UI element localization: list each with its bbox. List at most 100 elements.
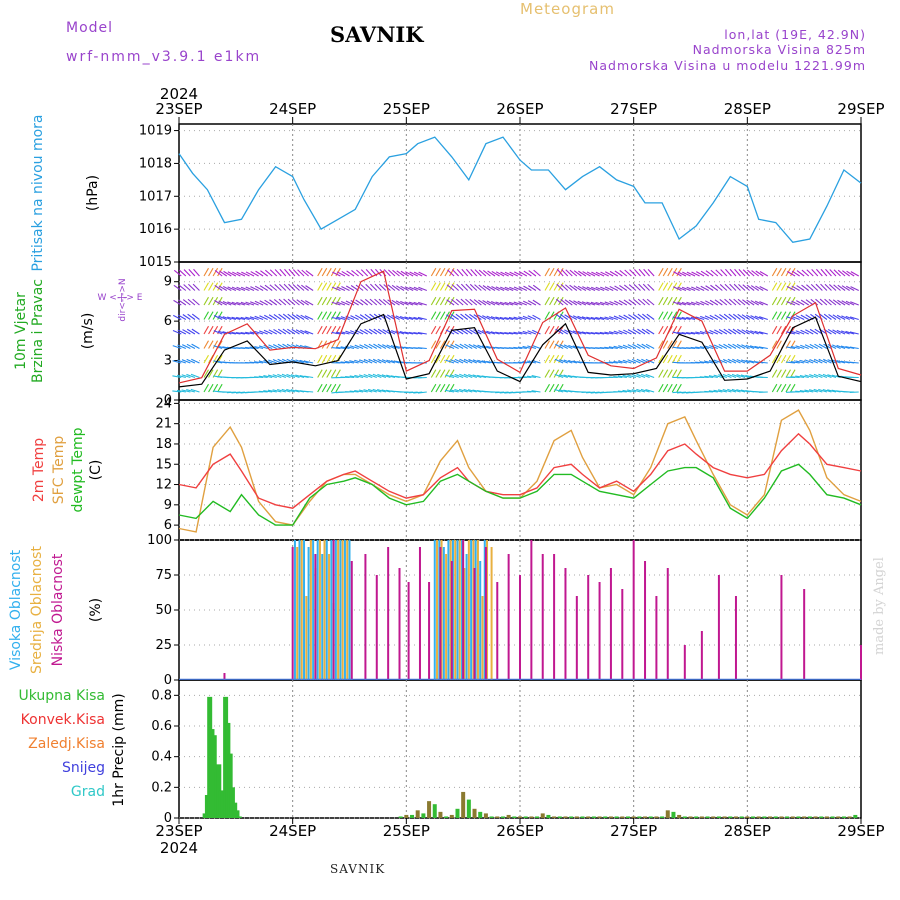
wind-arrow [321, 383, 328, 393]
wind-arrow [418, 301, 427, 306]
wind-arrow [526, 375, 536, 379]
wind-arrow [273, 343, 282, 349]
precip-bar-total [236, 816, 242, 818]
wind-arrow [647, 268, 655, 277]
wind-arrow [465, 298, 473, 306]
wind-arrow [236, 301, 246, 306]
wind-arrow [776, 311, 782, 320]
precip-bar-convective [495, 816, 500, 818]
cloud-bar-low [291, 547, 294, 680]
wind-arrow [372, 388, 382, 393]
wind-arrow [212, 325, 219, 335]
wind-arrow [754, 300, 764, 306]
wind-arrow [604, 316, 614, 321]
wind-arrow [188, 283, 196, 291]
wind-arrow [435, 325, 441, 335]
precip-bar-convective [603, 816, 608, 818]
wind-arrow [736, 389, 746, 393]
wind-arrow [622, 344, 632, 350]
wind-arrow [290, 389, 300, 393]
wind-arrow [691, 286, 700, 292]
wind-arrow [801, 269, 810, 277]
wind-arrow [172, 375, 182, 379]
cloud-bar-mid [436, 540, 439, 680]
wind-arrow [400, 300, 409, 306]
wind-arrow [518, 286, 528, 291]
wind-arrow [522, 345, 532, 350]
wind-arrow [676, 331, 687, 335]
wind-arrow [720, 269, 728, 277]
wind-arrow [686, 286, 696, 292]
wind-arrow [747, 269, 755, 277]
precip-bar-convective [472, 808, 477, 818]
wind-arrow [430, 325, 437, 335]
wind-arrow [590, 301, 600, 306]
wind-arrow [203, 340, 209, 349]
wind-arrow [742, 284, 750, 291]
wind-arrow [554, 358, 564, 364]
wind-arrow [336, 271, 346, 277]
wind-arrow [604, 271, 614, 277]
wind-arrow [549, 383, 555, 393]
cloud-bar-low [683, 645, 686, 680]
precip-legend-0: Ukupna Kisa [18, 688, 105, 704]
wind-arrow [618, 330, 628, 335]
wind-arrow [227, 271, 237, 277]
wind-arrow [187, 313, 196, 320]
cloud-bar-mid [472, 540, 475, 680]
wind-arrow [326, 267, 332, 277]
wind-arrow [454, 388, 464, 393]
wind-arrow [722, 373, 732, 379]
precip-bar-convective [580, 816, 585, 818]
wind-arrow [658, 267, 664, 277]
wind-arrow [667, 340, 673, 349]
wind-arrow [828, 313, 837, 320]
wind-arrow [836, 314, 846, 320]
wind-arrow [799, 359, 809, 364]
wind-arrow [227, 316, 236, 321]
wind-arrow [544, 325, 550, 335]
wind-arrow [517, 346, 527, 350]
wind-arrow [742, 269, 750, 277]
wind-arrow [780, 296, 787, 306]
wind-arrow [641, 328, 650, 335]
wind-title-line-1: 10m Vjetar [13, 292, 29, 370]
wind-arrow [804, 389, 814, 393]
wind-arrow [676, 354, 682, 364]
wind-arrow [513, 286, 523, 292]
wind-arrow [590, 286, 600, 292]
wind-arrow [809, 358, 819, 364]
y-tick-label: 6 [164, 314, 172, 329]
wind-arrow [340, 331, 350, 335]
wind-arrow [645, 389, 655, 393]
wind-arrow [582, 271, 591, 277]
wind-arrow [791, 270, 800, 277]
wind-arrow [487, 270, 496, 277]
wind-arrow [245, 271, 255, 277]
wind-arrow [236, 286, 246, 292]
wind-arrow [832, 314, 841, 320]
wind-arrow [658, 340, 664, 349]
cloud-bar-low [564, 568, 567, 680]
wind-arrow [382, 329, 391, 335]
wind-arrow [565, 269, 573, 277]
wind-arrow [304, 315, 314, 320]
wind-arrow [483, 270, 491, 277]
wind-arrow [728, 298, 737, 306]
wind-arrow [491, 270, 500, 277]
wind-arrow [553, 369, 560, 378]
wind-arrow [296, 284, 305, 291]
precip-bar-convective [620, 816, 625, 818]
wind-arrow [191, 313, 200, 320]
wind-arrow [591, 271, 600, 277]
precip-bar-convective [415, 810, 420, 818]
wind-arrow [413, 271, 423, 277]
wind-arrow [390, 360, 400, 364]
wind-arrow [449, 296, 455, 306]
wind-arrow [586, 286, 596, 292]
wind-arrow [254, 345, 264, 350]
cloud-bar-high [442, 547, 445, 680]
wind-arrow [290, 374, 300, 379]
wind-arrow [273, 328, 282, 335]
wind-arrow [815, 268, 823, 277]
